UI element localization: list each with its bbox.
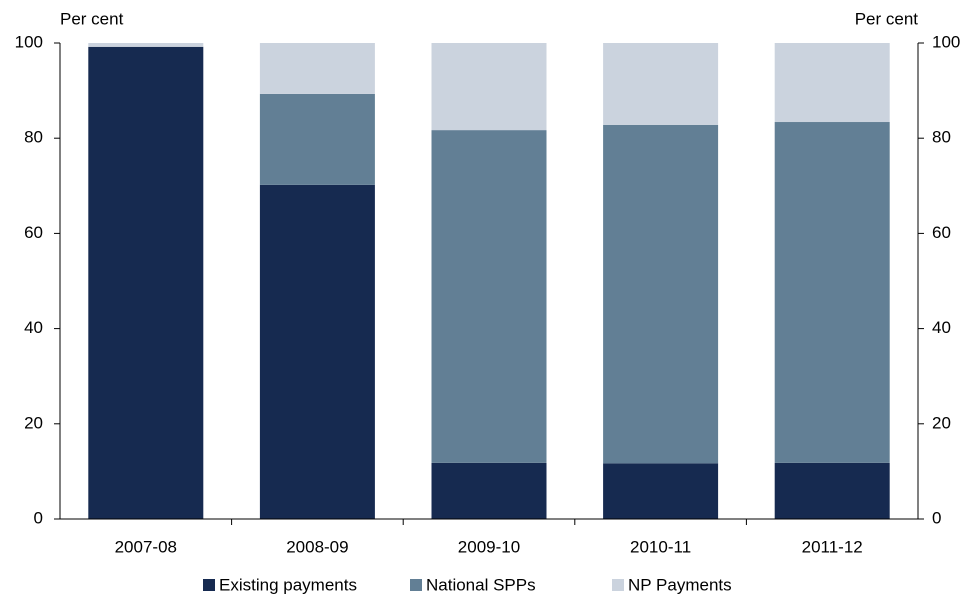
- legend-swatch: [612, 579, 624, 591]
- bar-segment: [431, 462, 547, 519]
- y2-tick-label: 0: [932, 508, 941, 527]
- bar-segment: [88, 43, 204, 47]
- bar-segment: [259, 43, 375, 94]
- x-tick-label: 2007-08: [115, 537, 177, 556]
- y2-tick-label: 60: [932, 223, 951, 242]
- bar-segment: [259, 93, 375, 185]
- x-tick-label: 2011-12: [802, 537, 863, 556]
- legend-swatch: [410, 579, 422, 591]
- y2-tick-label: 100: [932, 32, 960, 51]
- bar-segment: [603, 124, 719, 464]
- y-axis-label: Per cent: [60, 9, 124, 28]
- x-tick-label: 2009-10: [458, 537, 520, 556]
- y-tick-label: 100: [15, 32, 43, 51]
- y-tick-label: 80: [24, 128, 43, 147]
- y2-axis-label: Per cent: [855, 9, 919, 28]
- y2-tick-label: 20: [932, 413, 951, 432]
- bar-segment: [259, 184, 375, 519]
- bar-segment: [88, 46, 204, 520]
- bar-segment: [774, 462, 890, 519]
- legend-label: Existing payments: [219, 575, 357, 594]
- x-tick-label: 2008-09: [286, 537, 348, 556]
- legend-label: National SPPs: [426, 575, 536, 594]
- bar-segment: [774, 122, 890, 463]
- y-tick-label: 60: [24, 223, 43, 242]
- x-tick-label: 2010-11: [630, 537, 691, 556]
- bar-segment: [603, 43, 719, 125]
- y-tick-label: 0: [34, 508, 43, 527]
- y2-tick-label: 80: [932, 128, 951, 147]
- bar-segment: [603, 463, 719, 519]
- bar-segment: [431, 130, 547, 463]
- legend-swatch: [203, 579, 215, 591]
- y-tick-label: 20: [24, 413, 43, 432]
- legend-label: NP Payments: [628, 575, 732, 594]
- bar-segment: [774, 43, 890, 123]
- y-tick-label: 40: [24, 318, 43, 337]
- y2-tick-label: 40: [932, 318, 951, 337]
- bar-segment: [431, 43, 547, 131]
